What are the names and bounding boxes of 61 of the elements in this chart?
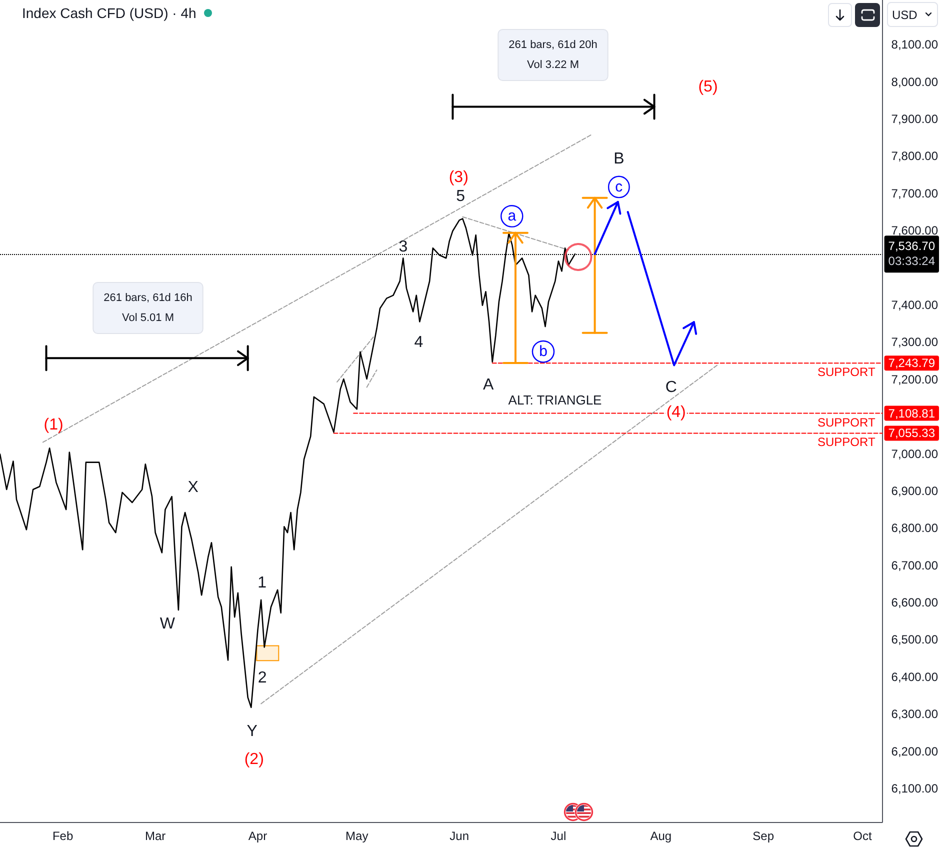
y-tick-label: 6,100.00 — [891, 782, 938, 796]
y-tick-label: 7,700.00 — [891, 186, 938, 200]
y-tick-label: 6,900.00 — [891, 484, 938, 498]
data-label: 7,243.79 — [888, 356, 936, 370]
annotation: W — [160, 615, 176, 632]
ref-line-label: 7,536.70 — [888, 239, 936, 254]
annotation: 1 — [258, 574, 267, 592]
x-tick-label: Jul — [550, 829, 566, 843]
annotation: c — [615, 178, 624, 196]
annotation: X — [188, 479, 199, 496]
y-tick-label: 7,600.00 — [891, 224, 938, 238]
y-tick-label: 6,700.00 — [891, 558, 938, 572]
annotation: (5) — [698, 78, 718, 96]
annotation: (3) — [448, 169, 468, 186]
annotation: 261 bars, 61d 16h Vol 5.01 M — [104, 292, 192, 324]
x-tick-label: Jun — [450, 829, 469, 843]
x-tick-label: May — [346, 829, 368, 843]
y-tick-label: 7,800.00 — [891, 149, 938, 164]
annotation: A — [483, 376, 494, 394]
y-tick-label: 6,500.00 — [891, 632, 938, 647]
data-label: 7,108.81 — [888, 406, 936, 420]
annotation: 4 — [414, 334, 424, 352]
annotation: B — [614, 150, 624, 168]
x-tick-label: Feb — [52, 829, 74, 843]
currency-dropdown: USD — [887, 2, 938, 27]
series-label: SUPPORT — [817, 365, 876, 380]
chart-title: Index Cash CFD (USD) · 4h — [22, 5, 196, 21]
annotation: C — [665, 378, 677, 396]
annotation: (2) — [244, 750, 264, 768]
annotation: 3 — [398, 238, 408, 256]
y-tick-label: 6,200.00 — [891, 744, 938, 758]
x-tick-label: Oct — [853, 829, 872, 843]
y-tick-label: 7,400.00 — [891, 298, 938, 312]
y-tick-label: 7,200.00 — [891, 372, 938, 386]
y-tick-label: 8,100.00 — [891, 38, 938, 52]
x-tick-label: Mar — [144, 829, 166, 843]
x-tick-label: Sep — [752, 829, 774, 843]
series-label: SUPPORT — [817, 415, 876, 430]
annotation: a — [508, 208, 517, 225]
y-tick-label: 6,800.00 — [891, 521, 938, 536]
annotation: ALT: TRIANGLE — [508, 392, 602, 408]
annotation: (4) — [666, 404, 686, 421]
series-label: SUPPORT — [817, 435, 876, 450]
annotation: Y — [246, 722, 258, 740]
x-tick-label: Apr — [248, 829, 268, 843]
y-axis-title: USD — [892, 8, 918, 22]
text: 03:33:24 — [888, 254, 936, 268]
annotation: b — [539, 343, 548, 360]
y-tick-label: 7,300.00 — [891, 335, 938, 350]
data-label: 7,055.33 — [888, 426, 936, 440]
annotation: 261 bars, 61d 20h Vol 3.22 M — [508, 39, 598, 71]
annotation: (1) — [44, 416, 64, 434]
y-tick-label: 6,300.00 — [891, 707, 938, 722]
y-tick-label: 6,400.00 — [891, 670, 938, 684]
y-tick-label: 6,600.00 — [891, 596, 938, 610]
annotation: 5 — [456, 188, 466, 206]
y-tick-label: 7,000.00 — [891, 446, 938, 461]
y-tick-label: 7,900.00 — [891, 112, 938, 126]
annotation: 2 — [258, 670, 267, 687]
x-tick-label: Aug — [650, 829, 672, 843]
y-tick-label: 8,000.00 — [891, 74, 938, 89]
